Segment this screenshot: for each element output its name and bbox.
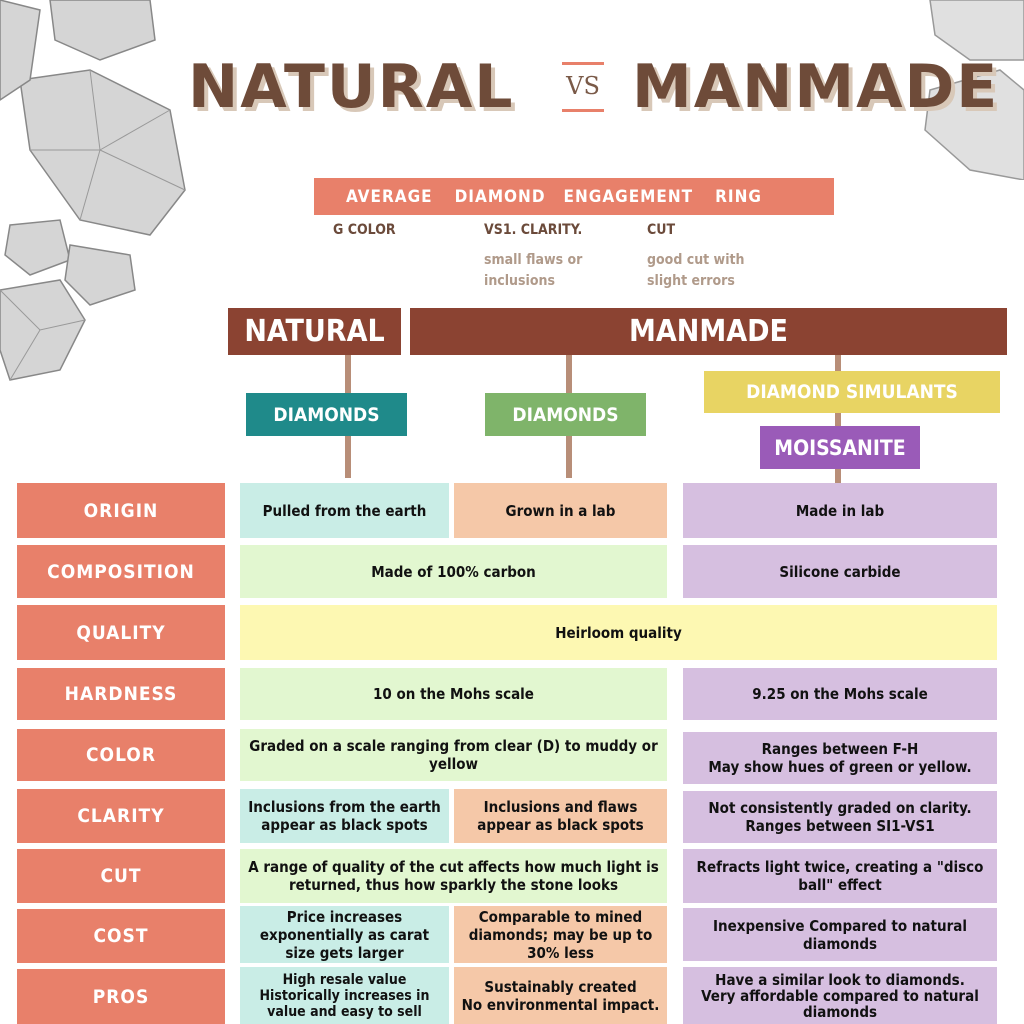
connector [345,355,351,393]
banner-word: AVERAGE [346,186,433,207]
type-diamond-simulants: DIAMOND SIMULANTS [704,371,1000,413]
diamond-illustration-right [924,0,1024,180]
cut-moissanite: Refracts light twice, creating a "disco … [683,849,997,903]
hardness-diamonds: 10 on the Mohs scale [240,668,667,720]
origin-lab: Grown in a lab [454,483,667,538]
title-manmade: MANMADE [632,52,1000,122]
type-lab-diamonds: DIAMONDS [485,393,646,436]
row-label-cost: COST [17,909,225,963]
title-natural: NATURAL [188,52,515,122]
pros-moissanite: Have a similar look to diamonds. Very af… [683,967,997,1024]
connector [345,436,351,478]
spec-clarity-note: small flaws or inclusions [484,252,583,289]
category-manmade: MANMADE [410,308,1007,355]
diamond-illustrations [0,0,186,381]
clarity-lab: Inclusions and flaws appear as black spo… [454,789,667,843]
connector [566,436,572,478]
origin-natural: Pulled from the earth [240,483,449,538]
pros-natural: High resale value Historically increases… [240,967,449,1024]
connector [835,469,841,483]
banner-word: ENGAGEMENT [563,186,694,207]
cost-moissanite: Inexpensive Compared to natural diamonds [683,908,997,961]
row-label-cut: CUT [17,849,225,903]
spec-clarity: VS1. CLARITY. [484,222,583,238]
hardness-moissanite: 9.25 on the Mohs scale [683,668,997,720]
composition-diamonds: Made of 100% carbon [240,545,667,598]
type-moissanite: MOISSANITE [760,426,920,469]
row-label-pros: PROS [17,969,225,1024]
row-label-color: COLOR [17,729,225,781]
spec-cut-note: good cut with slight errors [647,252,745,289]
row-label-composition: COMPOSITION [17,545,225,598]
pros-lab: Sustainably created No environmental imp… [454,967,667,1024]
connector [566,355,572,393]
category-natural: NATURAL [228,308,401,355]
cost-natural: Price increases exponentially as carat s… [240,906,449,963]
row-label-origin: ORIGIN [17,483,225,538]
row-label-hardness: HARDNESS [17,668,225,720]
cost-lab: Comparable to mined diamonds; may be up … [454,906,667,963]
clarity-natural: Inclusions from the earth appear as blac… [240,789,449,843]
spec-color: G COLOR [333,222,396,238]
spec-cut: CUT [647,222,676,238]
connector [835,355,841,371]
average-ring-banner: AVERAGE DIAMOND ENGAGEMENT RING [314,178,834,215]
title-vs: VS [562,62,604,112]
cut-diamonds: A range of quality of the cut affects ho… [240,849,667,903]
composition-moissanite: Silicone carbide [683,545,997,598]
banner-word: RING [715,186,762,207]
color-diamonds: Graded on a scale ranging from clear (D)… [240,729,667,781]
color-moissanite: Ranges between F-H May show hues of gree… [683,732,997,784]
row-label-clarity: CLARITY [17,789,225,843]
banner-word: DIAMOND [454,186,546,207]
quality-all: Heirloom quality [240,605,997,660]
origin-moissanite: Made in lab [683,483,997,538]
connector [835,413,841,426]
type-natural-diamonds: DIAMONDS [246,393,407,436]
row-label-quality: QUALITY [17,605,225,660]
clarity-moissanite: Not consistently graded on clarity. Rang… [683,791,997,843]
